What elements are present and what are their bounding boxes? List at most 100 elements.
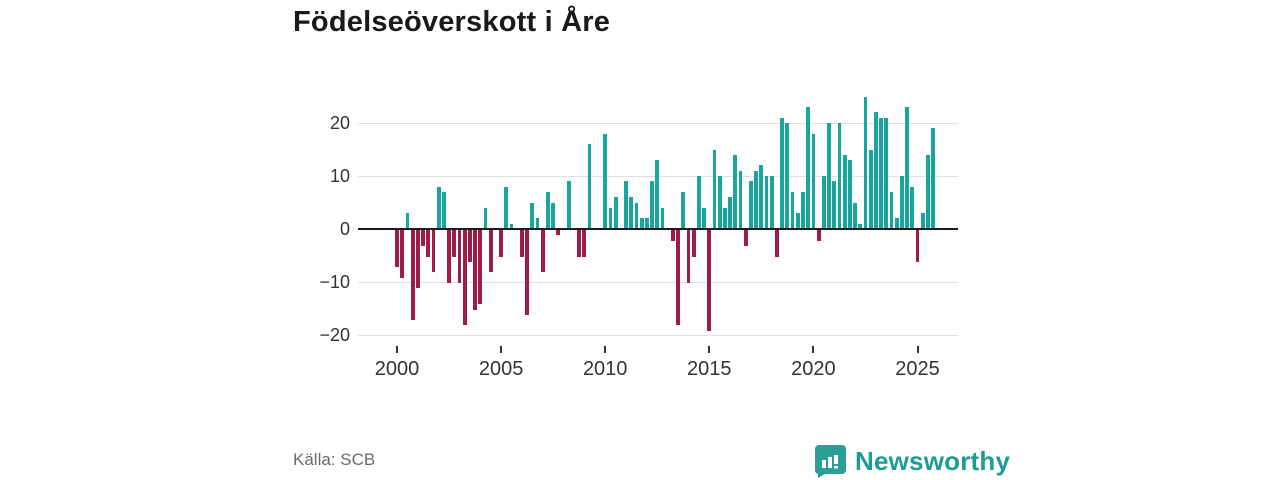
x-axis-label: 2025 <box>895 358 940 380</box>
bar <box>473 230 477 310</box>
bar <box>436 186 441 229</box>
bar <box>483 207 488 229</box>
x-axis-label: 2020 <box>791 358 836 380</box>
bar <box>467 230 472 262</box>
bar <box>452 230 457 257</box>
bar <box>400 230 405 278</box>
bar <box>686 230 691 283</box>
bar <box>790 191 795 229</box>
bar <box>556 230 561 236</box>
bar <box>509 223 514 229</box>
bar <box>395 230 399 268</box>
bar <box>405 213 410 229</box>
gridline <box>358 282 958 283</box>
bar <box>650 181 654 229</box>
bar <box>421 230 425 246</box>
bar <box>499 230 503 257</box>
bar <box>801 191 805 229</box>
bar <box>712 149 717 229</box>
bar <box>931 128 935 229</box>
bar <box>639 218 644 229</box>
bar <box>702 207 706 229</box>
bar <box>587 144 592 229</box>
y-axis-label: 10 <box>329 166 350 186</box>
bar <box>728 197 733 229</box>
bar <box>884 117 889 229</box>
bar <box>540 230 545 273</box>
bar <box>504 186 509 229</box>
bar <box>785 123 790 229</box>
bar <box>873 112 878 229</box>
bar <box>546 191 550 229</box>
bar <box>447 230 451 283</box>
bar <box>858 223 863 229</box>
bar <box>806 107 811 229</box>
bar <box>670 230 675 241</box>
bar <box>842 154 847 229</box>
bar <box>629 197 634 229</box>
bar <box>723 207 727 229</box>
bar <box>915 230 920 262</box>
bar <box>811 133 816 229</box>
x-axis-tick <box>500 346 503 353</box>
bar <box>582 230 587 257</box>
bar <box>853 202 857 229</box>
bar <box>821 176 826 229</box>
bar <box>920 213 925 229</box>
bar <box>415 230 420 289</box>
y-axis-label: −10 <box>319 272 350 292</box>
x-axis-tick <box>396 346 398 353</box>
bar <box>644 218 649 229</box>
bar <box>608 207 613 229</box>
bar <box>868 149 873 229</box>
bar <box>733 154 738 229</box>
bar <box>530 202 535 229</box>
bar <box>603 133 608 229</box>
x-axis-tick <box>916 346 919 353</box>
bar <box>769 176 774 229</box>
bar <box>660 207 665 229</box>
bar <box>816 230 821 241</box>
zero-line <box>358 228 958 230</box>
newsworthy-logo[interactable]: Newsworthy <box>814 444 1010 478</box>
bar <box>775 230 779 257</box>
bar <box>832 181 837 229</box>
bar <box>738 170 743 229</box>
bar <box>566 181 571 229</box>
newsworthy-logo-text: Newsworthy <box>855 445 1011 476</box>
x-axis-label: 2005 <box>478 358 524 380</box>
bar <box>795 213 800 229</box>
bar <box>764 176 769 229</box>
x-axis-tick <box>812 346 815 353</box>
bar <box>520 230 524 257</box>
bar <box>926 154 930 229</box>
bar <box>426 230 431 257</box>
bar <box>780 117 785 229</box>
bar <box>759 165 764 229</box>
bar <box>681 191 686 229</box>
bar <box>749 181 753 229</box>
bar <box>905 107 909 229</box>
x-axis-tick <box>604 346 607 353</box>
bar <box>478 230 483 305</box>
bar <box>847 160 852 229</box>
y-axis-label: −20 <box>319 325 350 345</box>
bar <box>551 202 556 229</box>
bar <box>676 230 680 326</box>
bar <box>410 230 415 321</box>
bar <box>457 230 462 283</box>
x-axis-tick <box>708 346 711 353</box>
bar <box>488 230 493 273</box>
gridline <box>358 123 958 124</box>
bar <box>431 230 436 273</box>
bar <box>754 170 759 229</box>
bar <box>624 181 628 229</box>
bar <box>577 230 582 257</box>
bar <box>613 197 618 229</box>
y-axis-label: 20 <box>329 113 350 133</box>
plot-area: 20 10 0 −10 −20 2000 2005 2010 2015 2020 2025 <box>319 90 960 380</box>
chart-title: Födelseöverskott i Åre <box>293 6 611 38</box>
bar <box>707 230 712 331</box>
y-axis-label: 0 <box>339 219 350 239</box>
